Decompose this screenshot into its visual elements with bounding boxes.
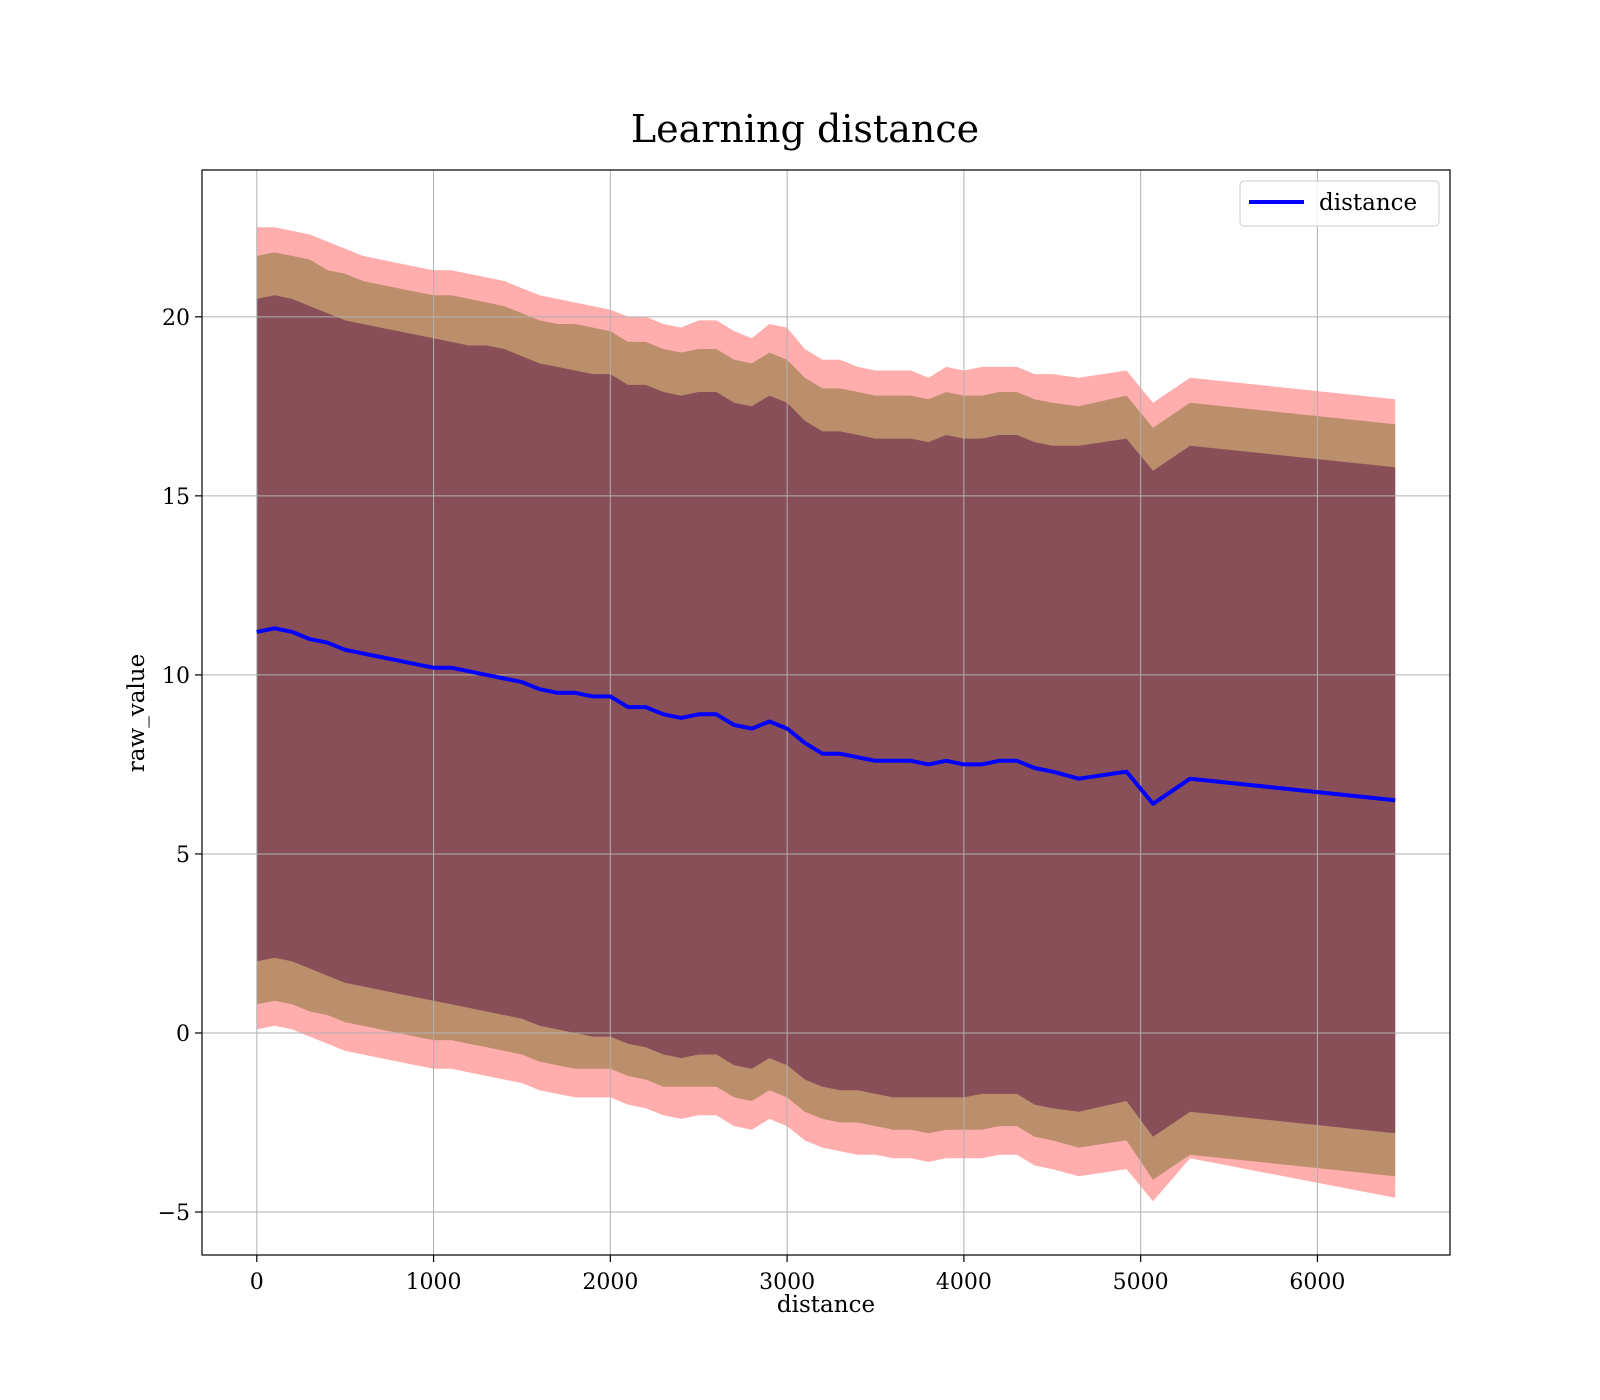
y-tick-label: 0 (176, 1022, 190, 1047)
x-tick-label: 5000 (1113, 1270, 1169, 1295)
y-tick-label: −5 (158, 1201, 190, 1226)
legend-box (1239, 180, 1440, 227)
x-tick-label: 0 (250, 1270, 264, 1295)
y-ticks: −5 0 5 10 15 20 (158, 306, 202, 1226)
x-axis-label: distance (777, 1292, 875, 1318)
y-tick-label: 20 (162, 306, 190, 331)
legend-label-distance: distance (1319, 190, 1417, 216)
x-ticks: 0 1000 2000 3000 4000 5000 6000 (250, 1255, 1345, 1295)
series-layer (256, 626, 1396, 806)
y-axis-label: raw_value (124, 654, 150, 772)
plot-frame (201, 169, 1451, 1256)
series-line-distance (256, 626, 1396, 806)
x-tick-label: 4000 (936, 1270, 992, 1295)
bands-layer (256, 227, 1396, 1202)
x-tick-label: 6000 (1289, 1270, 1345, 1295)
x-tick-label: 2000 (582, 1270, 638, 1295)
x-tick-label: 3000 (759, 1270, 815, 1295)
band-inner (256, 295, 1396, 1137)
y-tick-label: 15 (162, 485, 190, 510)
y-tick-label: 10 (162, 664, 190, 689)
y-tick-label: 5 (176, 843, 190, 868)
x-tick-label: 1000 (406, 1270, 462, 1295)
legend: distance (1239, 180, 1440, 227)
chart-title: Learning distance (631, 107, 979, 151)
grid-layer (202, 170, 1450, 1255)
